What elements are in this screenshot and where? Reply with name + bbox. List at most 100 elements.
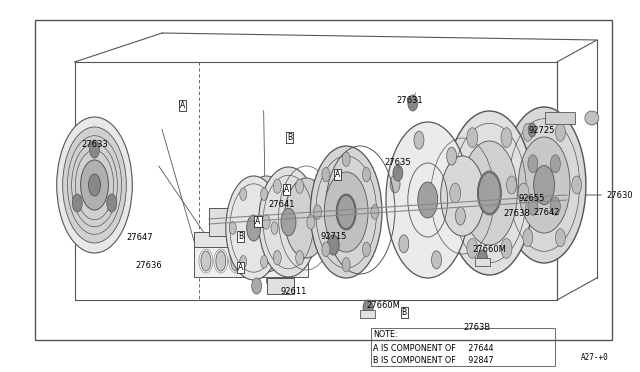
Ellipse shape [528, 123, 536, 137]
Ellipse shape [324, 172, 368, 252]
Ellipse shape [63, 127, 126, 243]
Text: 27660M: 27660M [472, 244, 506, 253]
Text: 27647: 27647 [126, 232, 152, 241]
Ellipse shape [362, 167, 371, 182]
Text: A: A [255, 217, 260, 226]
Ellipse shape [90, 140, 99, 158]
Ellipse shape [414, 131, 424, 149]
FancyBboxPatch shape [194, 245, 308, 277]
Ellipse shape [556, 229, 565, 247]
Ellipse shape [259, 167, 318, 277]
Ellipse shape [342, 152, 350, 166]
FancyBboxPatch shape [267, 278, 294, 294]
Ellipse shape [296, 179, 303, 193]
Ellipse shape [271, 222, 278, 234]
Ellipse shape [502, 107, 586, 263]
Ellipse shape [393, 165, 403, 181]
Ellipse shape [534, 166, 555, 205]
Text: 27633: 27633 [81, 140, 108, 148]
Ellipse shape [550, 197, 561, 215]
FancyBboxPatch shape [360, 310, 375, 318]
Ellipse shape [307, 215, 315, 229]
Text: NOTE:: NOTE: [373, 330, 397, 339]
FancyBboxPatch shape [545, 112, 575, 124]
Ellipse shape [518, 183, 529, 203]
Ellipse shape [281, 208, 296, 236]
Ellipse shape [467, 128, 478, 148]
Ellipse shape [57, 117, 132, 253]
Text: 92655: 92655 [519, 193, 545, 202]
Ellipse shape [336, 194, 356, 230]
Ellipse shape [523, 229, 532, 247]
FancyBboxPatch shape [209, 208, 273, 236]
Ellipse shape [528, 197, 538, 215]
Ellipse shape [408, 95, 418, 111]
Ellipse shape [107, 194, 116, 212]
Text: 27638: 27638 [504, 208, 531, 218]
Ellipse shape [501, 128, 512, 148]
Ellipse shape [273, 179, 281, 193]
Text: A: A [335, 170, 340, 179]
Ellipse shape [362, 242, 371, 257]
Ellipse shape [240, 256, 246, 268]
Ellipse shape [252, 278, 262, 294]
Text: B IS COMPONENT OF     92847: B IS COMPONENT OF 92847 [373, 356, 493, 365]
Ellipse shape [572, 176, 582, 194]
Text: A: A [284, 185, 289, 194]
Text: A: A [238, 263, 243, 272]
Ellipse shape [322, 167, 330, 182]
Ellipse shape [528, 155, 538, 173]
Ellipse shape [88, 174, 100, 196]
Text: A IS COMPONENT OF     27644: A IS COMPONENT OF 27644 [373, 344, 493, 353]
Ellipse shape [273, 250, 281, 265]
Ellipse shape [431, 251, 442, 269]
Ellipse shape [231, 251, 241, 271]
Ellipse shape [72, 194, 83, 212]
Ellipse shape [447, 147, 456, 165]
FancyBboxPatch shape [194, 232, 308, 247]
Ellipse shape [241, 176, 292, 272]
Ellipse shape [337, 196, 355, 228]
Ellipse shape [260, 256, 268, 268]
Ellipse shape [418, 182, 438, 218]
Bar [371, 328, 555, 366]
Ellipse shape [240, 188, 246, 201]
Ellipse shape [260, 251, 271, 271]
Ellipse shape [216, 251, 226, 271]
Ellipse shape [342, 257, 350, 272]
Text: 92725: 92725 [529, 125, 556, 135]
Bar [35, 20, 612, 340]
Ellipse shape [363, 300, 373, 316]
Ellipse shape [445, 111, 533, 275]
Text: B: B [402, 308, 407, 317]
Ellipse shape [479, 173, 500, 214]
Ellipse shape [327, 235, 339, 255]
Ellipse shape [501, 238, 512, 258]
Ellipse shape [523, 123, 532, 141]
Text: 27631: 27631 [397, 96, 423, 105]
Text: B: B [287, 133, 292, 142]
Ellipse shape [456, 207, 465, 225]
Ellipse shape [322, 242, 330, 257]
Ellipse shape [477, 171, 501, 215]
Ellipse shape [477, 250, 488, 266]
Ellipse shape [226, 176, 282, 280]
Text: 27642: 27642 [534, 208, 561, 217]
Text: 27660M: 27660M [366, 301, 400, 310]
Text: 27636: 27636 [136, 260, 163, 269]
Text: B: B [238, 232, 243, 241]
FancyBboxPatch shape [476, 258, 490, 266]
Ellipse shape [399, 235, 409, 253]
Ellipse shape [461, 141, 517, 245]
Ellipse shape [201, 251, 211, 271]
Text: 27641: 27641 [268, 199, 295, 208]
Ellipse shape [314, 205, 321, 219]
Ellipse shape [556, 123, 565, 141]
Text: 92611: 92611 [280, 286, 307, 295]
Text: A27-+0: A27-+0 [581, 353, 609, 362]
Ellipse shape [441, 156, 484, 236]
Ellipse shape [506, 176, 516, 194]
Ellipse shape [262, 215, 270, 229]
Ellipse shape [246, 215, 260, 241]
Ellipse shape [550, 155, 561, 173]
